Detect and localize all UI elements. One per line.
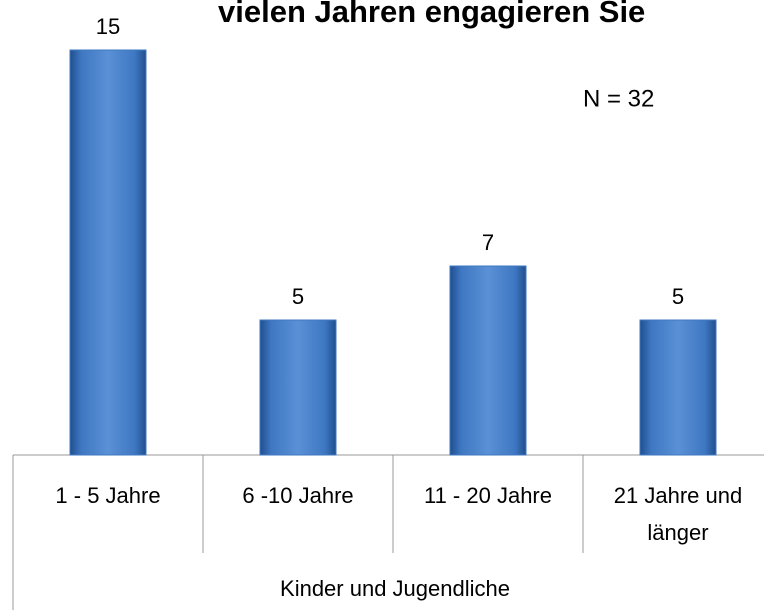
bar [69, 49, 147, 456]
x-tick-label: 11 - 20 Jahre [423, 483, 552, 508]
value-label: 15 [96, 14, 120, 39]
x-tick-label: 21 Jahre und länger [613, 483, 743, 545]
x-tick-label: 1 - 5 Jahre [55, 483, 161, 508]
chart-title: vielen Jahren engagieren Sie [218, 0, 645, 29]
x-tick-label: 6 -10 Jahre [242, 483, 354, 508]
value-label: 5 [292, 284, 304, 309]
bar [639, 319, 717, 456]
group-label: Kinder und Jugendliche [280, 576, 510, 601]
annotation: N = 32 [583, 85, 654, 112]
value-label: 5 [672, 284, 684, 309]
bar [259, 319, 337, 456]
value-label: 7 [482, 230, 494, 255]
bar [449, 265, 527, 456]
